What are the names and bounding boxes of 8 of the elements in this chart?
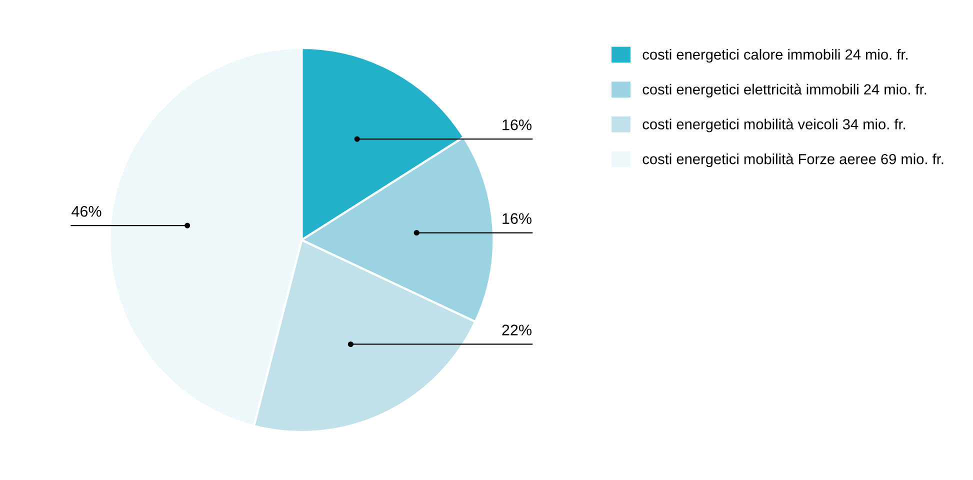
- legend-label: costi energetici mobilità Forze aeree 69 mio. fr.: [642, 153, 944, 168]
- legend-label: costi energetici calore immobili 24 mio. fr.: [642, 48, 908, 63]
- data-label: 46%: [72, 206, 102, 217]
- data-label: 22%: [502, 324, 532, 336]
- legend-label: costi energetici elettricità immobili 24 mio. fr.: [642, 84, 926, 98]
- data-label: 16%: [502, 119, 532, 130]
- legend-label: costi energetici mobilità veicoli 34 mio. fr.: [642, 118, 906, 132]
- data-label: 16%: [502, 213, 532, 224]
